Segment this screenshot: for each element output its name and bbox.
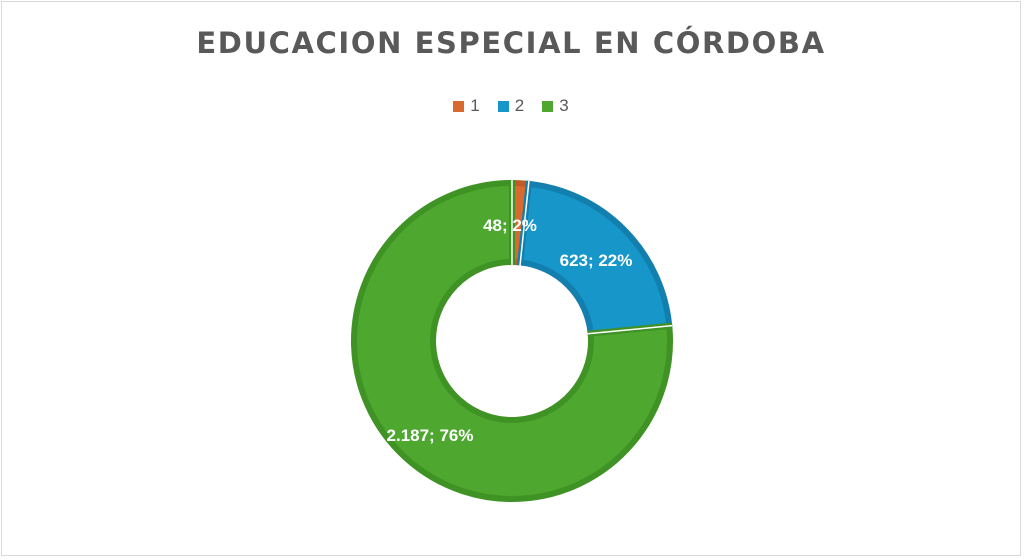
legend-item-1: 1 bbox=[453, 96, 480, 116]
donut-slice-3 bbox=[351, 179, 673, 502]
legend-item-2: 2 bbox=[497, 96, 525, 116]
slice-separator-2 bbox=[519, 180, 530, 266]
legend-swatch-2 bbox=[497, 100, 509, 112]
chart-legend: 1 2 3 bbox=[2, 96, 1020, 116]
legend-swatch-3 bbox=[542, 100, 554, 112]
data-label-3: 2.187; 76% bbox=[387, 426, 474, 445]
donut-data-labels: 48; 2% 623; 22% 2.187; 76% bbox=[387, 216, 633, 445]
legend-label-1: 1 bbox=[470, 96, 480, 115]
chart-title: EDUCACION ESPECIAL EN CÓRDOBA bbox=[196, 26, 826, 60]
slice-separator-3 bbox=[587, 324, 673, 335]
data-label-1: 48; 2% bbox=[483, 216, 537, 235]
legend-label-2: 2 bbox=[514, 96, 525, 115]
legend-item-3: 3 bbox=[542, 96, 569, 116]
donut-slices bbox=[351, 179, 673, 502]
donut-slice-2 bbox=[517, 180, 673, 337]
legend-swatch-1 bbox=[453, 100, 465, 112]
legend-label-3: 3 bbox=[559, 96, 569, 115]
data-label-2: 623; 22% bbox=[560, 251, 633, 270]
